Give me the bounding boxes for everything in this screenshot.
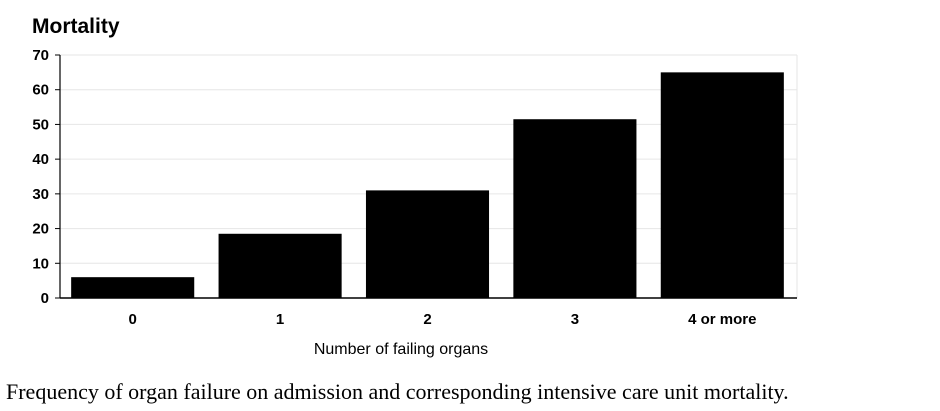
x-tick-label: 1 — [276, 311, 284, 328]
y-axis-label: Mortality — [32, 15, 120, 38]
x-tick-label: 4 or more — [688, 311, 756, 328]
x-axis-ticks: 0 1 2 3 4 or more — [129, 311, 757, 328]
x-axis-label: Number of failing organs — [314, 341, 488, 358]
x-tick-label: 3 — [571, 311, 579, 328]
bar-3 — [513, 119, 637, 298]
bar-2 — [365, 190, 490, 298]
y-tick-label: 60 — [32, 82, 49, 99]
y-tick-label: 40 — [32, 151, 49, 168]
figure-caption: Frequency of organ failure on admission … — [6, 379, 789, 404]
y-tick-label: 50 — [32, 116, 49, 133]
y-axis-ticks: 0 10 20 30 40 50 60 70 — [32, 47, 49, 307]
axes — [59, 55, 798, 299]
y-tick-label: 0 — [41, 290, 49, 307]
bar-0 — [71, 277, 195, 298]
y-tick-label: 30 — [32, 186, 49, 203]
bars — [71, 72, 784, 298]
y-tick-label: 20 — [32, 221, 49, 238]
x-tick-label: 0 — [129, 311, 137, 328]
bar-1 — [218, 233, 342, 298]
y-tick-label: 10 — [32, 255, 49, 272]
y-tick-label: 70 — [32, 47, 49, 64]
x-tick-label: 2 — [423, 311, 431, 328]
bar-4-or-more — [660, 72, 784, 298]
